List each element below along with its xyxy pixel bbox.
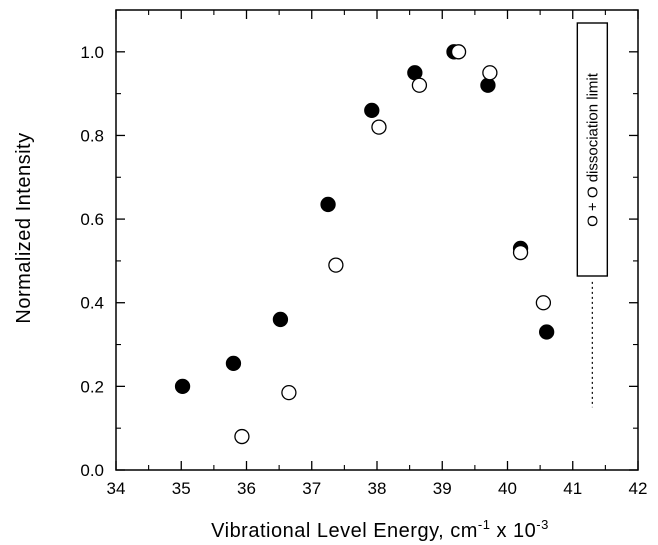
open-data-point bbox=[281, 384, 297, 401]
y-tick-label: 0.4 bbox=[80, 294, 104, 313]
filled-data-point bbox=[174, 378, 191, 395]
filled-data-point bbox=[225, 355, 242, 372]
data-points bbox=[174, 44, 555, 445]
y-axis-ticks: 0.0 0.2 0.4 0.6 0.8 1.0 bbox=[80, 9, 638, 480]
y-tick-label: 0.6 bbox=[80, 210, 104, 229]
x-tick-label: 38 bbox=[368, 479, 387, 498]
annotation-box bbox=[576, 22, 609, 277]
annotation-label: O + O dissociation limit bbox=[584, 72, 601, 227]
open-data-point bbox=[371, 119, 387, 135]
y-tick-label: 0.2 bbox=[80, 377, 104, 396]
x-axis-title: Vibrational Level Energy, cm-1 x 10-3 bbox=[211, 517, 549, 542]
filled-data-point bbox=[407, 65, 423, 81]
open-data-point bbox=[411, 77, 428, 93]
y-tick-label: 1.0 bbox=[80, 43, 104, 62]
open-data-point bbox=[535, 295, 552, 311]
filled-data-point bbox=[272, 311, 289, 328]
x-tick-label: 39 bbox=[433, 479, 452, 498]
x-tick-label: 34 bbox=[107, 479, 126, 498]
x-tick-label: 42 bbox=[629, 479, 648, 498]
filled-data-point bbox=[364, 102, 380, 119]
y-tick-label: 0.0 bbox=[80, 461, 104, 480]
open-data-point bbox=[234, 428, 250, 445]
open-data-point bbox=[328, 257, 344, 273]
dissociation-limit-annotation: O + O dissociation limit bbox=[576, 22, 609, 408]
y-axis-title: Normalized Intensity bbox=[13, 132, 35, 323]
filled-data-point bbox=[320, 196, 336, 213]
x-axis-ticks: 34 35 36 37 38 39 40 41 42 bbox=[107, 10, 648, 498]
open-data-point bbox=[512, 244, 529, 261]
open-data-point bbox=[482, 65, 498, 81]
plot-frame bbox=[115, 9, 639, 471]
x-tick-label: 35 bbox=[172, 479, 191, 498]
filled-data-point bbox=[539, 324, 555, 340]
y-tick-label: 0.8 bbox=[80, 126, 104, 145]
x-tick-label: 36 bbox=[237, 479, 256, 498]
filled-data-point bbox=[480, 77, 496, 93]
x-tick-label: 37 bbox=[302, 479, 321, 498]
x-tick-label: 41 bbox=[563, 479, 582, 498]
open-data-point bbox=[450, 44, 467, 60]
x-tick-label: 40 bbox=[498, 479, 517, 498]
plot-border bbox=[115, 9, 639, 471]
